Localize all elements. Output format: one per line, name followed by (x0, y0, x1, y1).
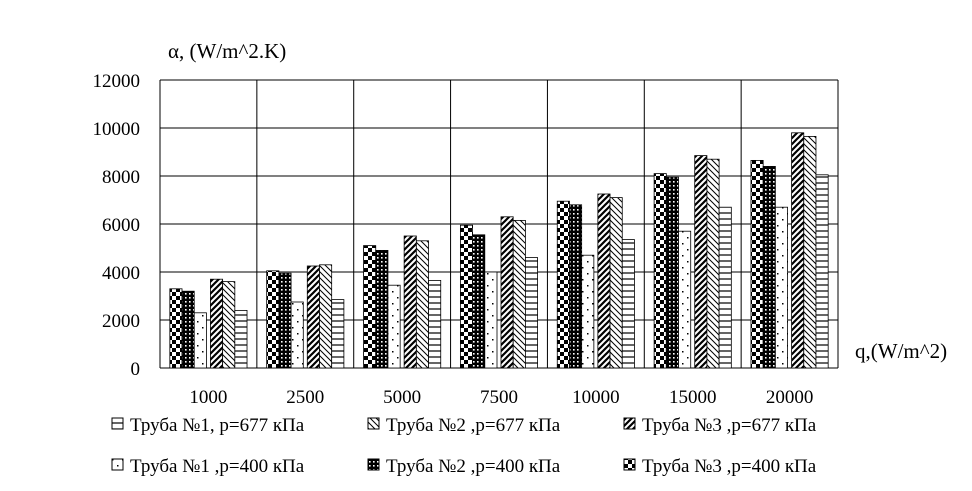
bar-dotted-1000 (181, 290, 195, 369)
bar-diagonal-10000 (597, 193, 611, 369)
bar-sparse-10000 (581, 254, 595, 369)
bar-hatch-1000 (222, 281, 236, 369)
x-tick-label: 20000 (766, 387, 814, 408)
x-tick-label: 1000 (189, 387, 227, 408)
bar-dotted-10000 (569, 204, 583, 369)
bar-sparse-20000 (774, 206, 788, 369)
bar-sparse-5000 (387, 284, 401, 369)
bar-hatch-10000 (609, 197, 623, 369)
bar-checker-7500 (459, 224, 473, 369)
bar-checker-2500 (266, 270, 280, 369)
legend-label: Труба №1 ,p=400 кПа (130, 456, 305, 477)
bar-dotted-2500 (278, 272, 292, 369)
x-axis-label: q,(W/m^2) (855, 339, 947, 363)
bar-checker-20000 (750, 159, 764, 369)
x-tick-labels: 1000 2500 5000 7500 10000 15000 20000 (189, 387, 813, 408)
y-tick-label: 0 (131, 359, 141, 380)
legend-swatch (623, 458, 636, 471)
bar-checker-5000 (363, 245, 377, 369)
x-tick-label: 7500 (480, 387, 518, 408)
legend-label: Труба №3 ,p=677 кПа (642, 415, 817, 436)
bar-hlines-5000 (428, 279, 442, 369)
legend-swatch (111, 458, 124, 471)
legend-swatch (367, 458, 380, 471)
bar-hlines-20000 (815, 174, 829, 369)
legend-label: Труба №1, p=677 кПа (130, 415, 305, 436)
bar-checker-10000 (556, 200, 570, 369)
bar-sparse-2500 (290, 301, 304, 369)
y-tick-label: 2000 (102, 311, 140, 332)
x-tick-label: 10000 (572, 387, 620, 408)
bar-hatch-2500 (319, 264, 333, 369)
x-tick-label: 5000 (383, 387, 421, 408)
y-tick-label: 4000 (102, 263, 140, 284)
bar-hlines-1000 (234, 309, 248, 369)
bar-hatch-7500 (512, 219, 526, 369)
y-axis-label: α, (W/m^2.K) (168, 39, 286, 63)
y-tick-label: 10000 (93, 119, 141, 140)
bar-checker-15000 (653, 173, 667, 369)
bar-hatch-20000 (803, 135, 817, 369)
legend: Труба №1, p=677 кПа Труба №2 ,p=677 кПа Тр… (111, 415, 817, 477)
bar-diagonal-5000 (403, 235, 417, 369)
bar-sparse-1000 (193, 312, 207, 369)
bar-hlines-15000 (718, 206, 732, 369)
bar-diagonal-7500 (500, 216, 514, 369)
legend-label: Труба №2 ,p=677 кПа (386, 415, 561, 436)
bar-diagonal-2500 (306, 265, 320, 369)
legend-swatch (111, 417, 124, 430)
bar-hlines-10000 (621, 239, 635, 369)
y-tick-label: 6000 (102, 215, 140, 236)
bar-sparse-7500 (484, 271, 498, 369)
x-tick-label: 15000 (669, 387, 717, 408)
bar-diagonal-1000 (210, 278, 224, 369)
y-tick-label: 8000 (102, 167, 140, 188)
bar-dotted-5000 (375, 249, 389, 369)
y-tick-label: 12000 (93, 71, 141, 92)
y-tick-labels: 0 2000 4000 6000 8000 10000 12000 (93, 71, 141, 380)
x-tick-label: 2500 (286, 387, 324, 408)
bar-hatch-5000 (415, 240, 429, 369)
legend-swatch (367, 417, 380, 430)
bars (169, 132, 829, 369)
grid (159, 79, 839, 369)
bar-dotted-20000 (762, 165, 776, 369)
bar-hlines-7500 (525, 257, 539, 369)
bar-sparse-15000 (678, 230, 692, 369)
bar-hlines-2500 (331, 299, 345, 369)
legend-swatch (623, 417, 636, 430)
legend-label: Труба №2 ,p=400 кПа (386, 456, 561, 477)
bar-dotted-7500 (472, 234, 486, 369)
legend-label: Труба №3 ,p=400 кПа (642, 456, 817, 477)
bar-hatch-15000 (706, 158, 720, 369)
bar-diagonal-15000 (694, 155, 708, 369)
bar-dotted-15000 (665, 176, 679, 369)
bar-checker-1000 (169, 288, 183, 369)
bar-diagonal-20000 (791, 132, 805, 369)
